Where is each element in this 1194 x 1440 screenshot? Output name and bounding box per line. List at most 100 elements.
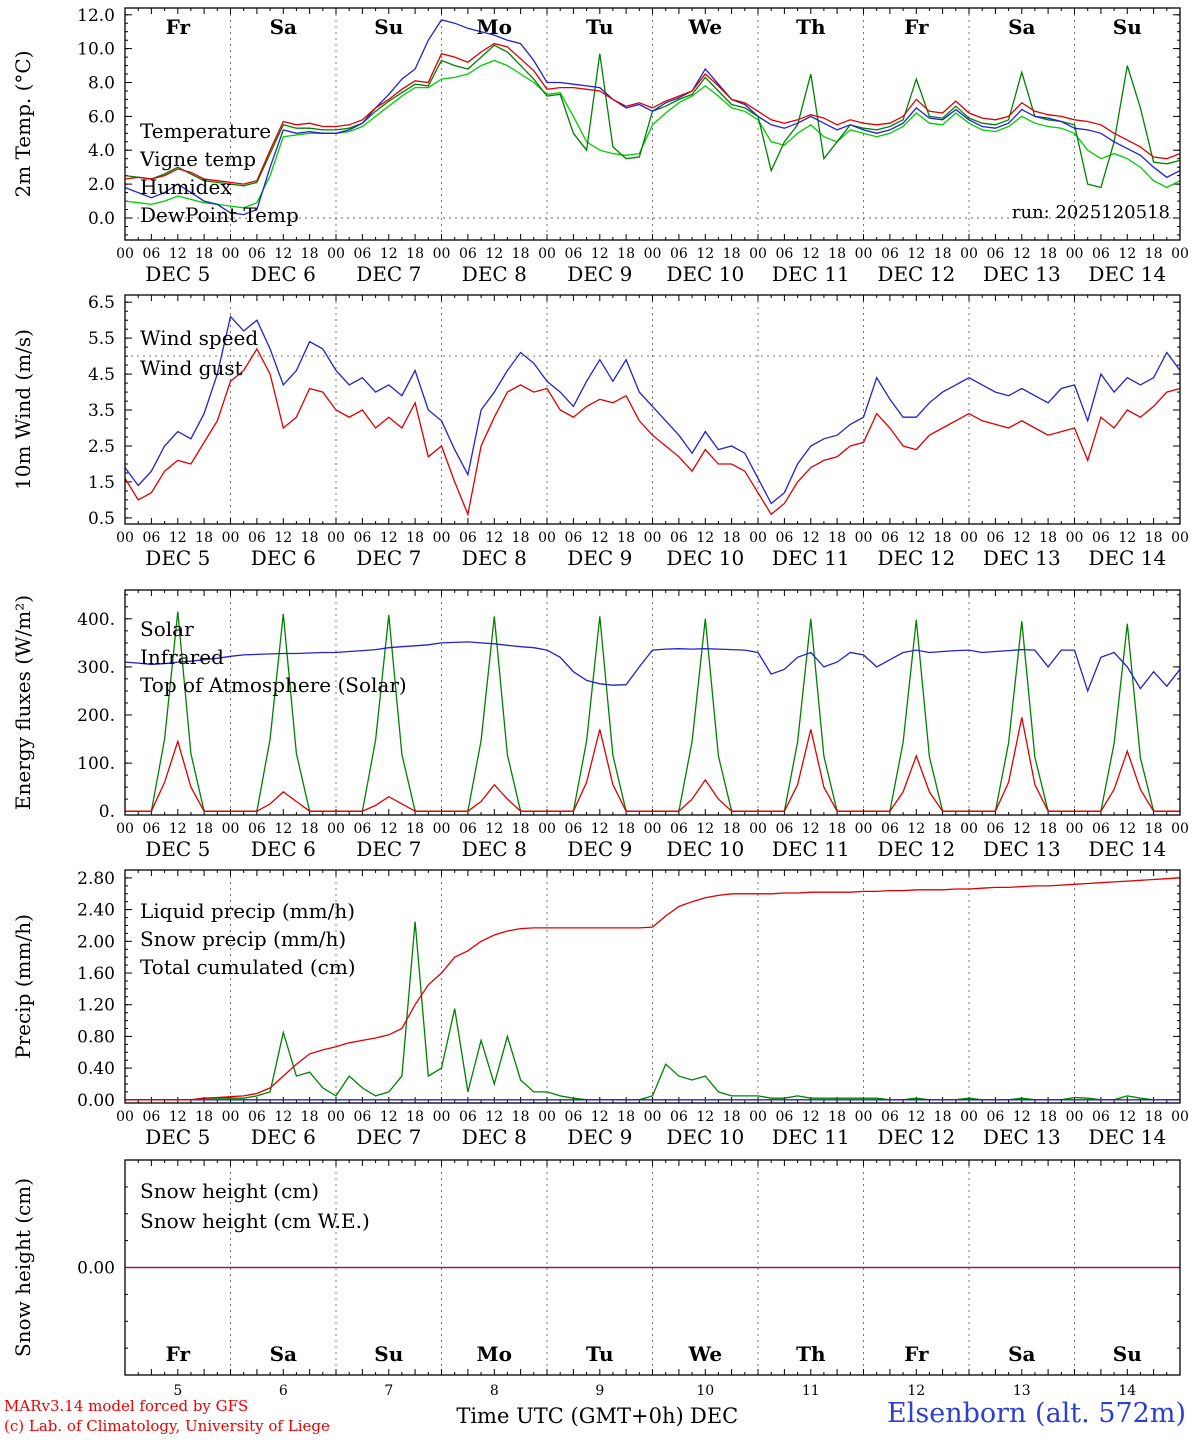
energy-fluxes-axis-label: Energy fluxes (W/m²)	[11, 595, 35, 810]
precip-legend-2: Total cumulated (cm)	[140, 955, 356, 979]
hour-tick-label: 12	[802, 1109, 820, 1125]
hour-tick-label: 00	[749, 821, 767, 837]
total-cumulated-line	[125, 877, 1181, 1101]
wind-10m-ytick-label: 1.5	[88, 473, 115, 493]
hour-tick-label: 18	[1145, 246, 1163, 262]
hour-tick-label: 06	[670, 1109, 688, 1125]
hour-tick-label: 00	[1171, 821, 1189, 837]
temp-2m-legend-2: Humidex	[140, 175, 232, 199]
temp-2m-ytick-label: 10.0	[77, 40, 115, 60]
hour-tick-label: 12	[485, 1109, 503, 1125]
hour-tick-label: 06	[459, 1109, 477, 1125]
hour-tick-label: 06	[775, 246, 793, 262]
date-label: DEC 8	[462, 837, 527, 861]
date-label: DEC 6	[251, 1125, 316, 1149]
hour-tick-label: 00	[222, 246, 240, 262]
hour-tick-label: 00	[855, 1109, 873, 1125]
date-label: DEC 9	[567, 546, 632, 570]
hour-tick-label: 18	[301, 530, 319, 546]
wind-10m-panel: 0.5 1.5 2.5 3.5 4.5 5.5 6.5 Wind speed Wind gust…	[11, 293, 1189, 570]
hour-tick-label: 00	[433, 821, 451, 837]
precip-ytick-label: 0.80	[77, 1027, 115, 1047]
wind-10m-ytick-label: 4.5	[88, 365, 115, 385]
temp-2m-frame	[124, 7, 1181, 241]
hour-tick-label: 12	[485, 821, 503, 837]
date-label: DEC 8	[462, 1125, 527, 1149]
hour-tick-label: 00	[749, 246, 767, 262]
hour-tick-label: 06	[353, 530, 371, 546]
precip-ytick-label: 1.20	[77, 996, 115, 1016]
weekday-label: Su	[374, 15, 403, 39]
run-label: run: 2025120518	[1011, 202, 1170, 223]
precip-axis-label: Precip (mm/h)	[11, 914, 35, 1059]
precip-panel: 0.00 0.40 0.80 1.20 1.60 2.00 2.40 2.80 Liquid p…	[11, 869, 1189, 1149]
hour-tick-label: 06	[986, 821, 1004, 837]
wind-10m-ytick-label: 2.5	[88, 437, 115, 457]
hour-tick-label: 06	[775, 530, 793, 546]
day-number-label: 6	[279, 1383, 288, 1399]
snow-height-x-ticks	[124, 1160, 1181, 1375]
weekday-label: Sa	[1008, 15, 1035, 39]
wind-10m-ytick-label: 3.5	[88, 401, 115, 421]
hour-tick-label: 00	[222, 821, 240, 837]
snow-height-legend-1: Snow height (cm W.E.)	[140, 1209, 370, 1233]
hour-tick-label: 00	[1066, 1109, 1084, 1125]
solar-line	[125, 717, 1180, 812]
hour-tick-label: 18	[934, 530, 952, 546]
temp-2m-ytick-label: 4.0	[88, 141, 115, 161]
energy-fluxes-legend-2: Top of Atmosphere (Solar)	[140, 673, 407, 697]
wind-10m-legend-1: Wind gust	[140, 356, 243, 380]
hour-tick-label: 12	[907, 821, 925, 837]
weekday-label: Fr	[166, 15, 191, 39]
temp-2m-ytick-label: 6.0	[88, 107, 115, 127]
hour-tick-label: 12	[907, 530, 925, 546]
energy-fluxes-ytick-label: 400.	[77, 610, 115, 630]
hour-tick-label: 00	[1066, 821, 1084, 837]
hour-tick-label: 06	[564, 821, 582, 837]
hour-tick-label: 18	[723, 821, 741, 837]
hour-tick-label: 18	[1145, 821, 1163, 837]
hour-tick-label: 18	[512, 530, 530, 546]
hour-tick-label: 12	[485, 530, 503, 546]
hour-tick-label: 18	[195, 530, 213, 546]
date-label: DEC 6	[251, 546, 316, 570]
wind-speed-line	[124, 347, 1181, 517]
hour-tick-label: 12	[802, 530, 820, 546]
energy-fluxes-frame	[124, 589, 1181, 816]
hour-tick-label: 00	[855, 821, 873, 837]
precip-y-ticks: 0.00 0.40 0.80 1.20 1.60 2.00 2.40 2.80	[77, 869, 1180, 1111]
hour-tick-label: 00	[327, 1109, 345, 1125]
hour-tick-label: 06	[1092, 1109, 1110, 1125]
hour-tick-label: 06	[1092, 821, 1110, 837]
energy-fluxes-day-gridlines	[230, 590, 1075, 815]
date-label: DEC 12	[877, 837, 955, 861]
hour-tick-label: 18	[828, 530, 846, 546]
x-axis-month-label: DEC	[690, 1404, 739, 1428]
weekday-label: Fr	[904, 1342, 929, 1366]
hour-tick-label: 06	[881, 530, 899, 546]
hour-tick-label: 12	[1013, 530, 1031, 546]
precip-ytick-label: 2.80	[77, 869, 115, 889]
weekday-label: Th	[796, 1342, 826, 1366]
hour-tick-label: 06	[564, 1109, 582, 1125]
precip-ytick-label: 0.40	[77, 1059, 115, 1079]
snow-height-frame	[124, 1159, 1181, 1376]
hour-tick-label: 06	[986, 1109, 1004, 1125]
hour-tick-label: 00	[327, 530, 345, 546]
date-label: DEC 9	[567, 1125, 632, 1149]
weekday-label: We	[688, 1342, 723, 1366]
energy-fluxes-legend-1: Infrared	[140, 645, 224, 669]
hour-tick-label: 00	[327, 246, 345, 262]
hour-tick-label: 12	[1118, 821, 1136, 837]
hour-tick-label: 06	[353, 246, 371, 262]
date-label: DEC 7	[356, 546, 421, 570]
day-number-label: 9	[595, 1383, 604, 1399]
hour-tick-label: 18	[723, 530, 741, 546]
hour-tick-label: 18	[195, 246, 213, 262]
hour-tick-label: 18	[1145, 530, 1163, 546]
date-label: DEC 12	[877, 1125, 955, 1149]
hour-tick-label: 12	[169, 246, 187, 262]
hour-tick-label: 00	[433, 530, 451, 546]
hour-tick-label: 18	[406, 821, 424, 837]
hour-tick-label: 00	[538, 821, 556, 837]
